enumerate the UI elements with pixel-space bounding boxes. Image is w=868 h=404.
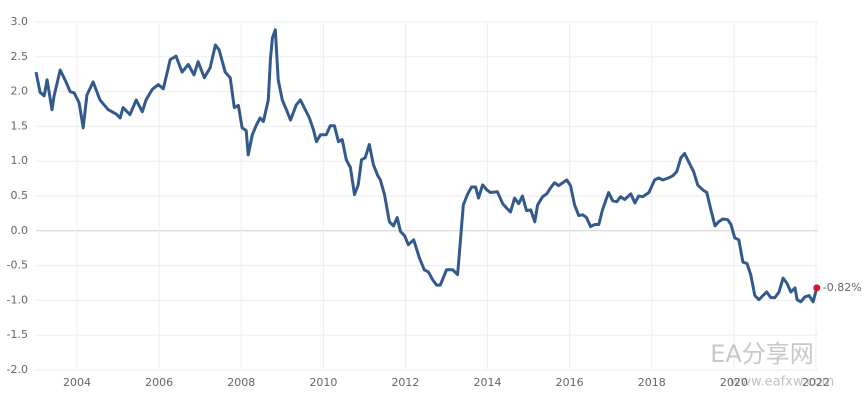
end-label: -0.82% [823,281,862,294]
x-tick-label: 2012 [391,376,419,389]
x-tick-label: 2006 [145,376,173,389]
y-tick-label: -2.0 [7,363,28,376]
x-tick-label: 2016 [556,376,584,389]
x-tick-label: 2022 [802,376,830,389]
x-tick-label: 2018 [638,376,666,389]
y-tick-label: 0.5 [11,189,29,202]
watermark-url: www.eafxw.com [730,375,834,390]
y-tick-label: 0.0 [11,224,29,237]
y-tick-label: 2.5 [11,50,29,63]
y-tick-label: -0.5 [7,259,28,272]
x-tick-label: 2020 [720,376,748,389]
y-tick-label: -1.5 [7,328,28,341]
x-tick-label: 2008 [227,376,255,389]
y-tick-label: -1.0 [7,293,28,306]
y-tick-label: 3.0 [11,15,29,28]
x-tick-label: 2014 [474,376,502,389]
y-tick-label: 1.5 [11,119,29,132]
end-point [813,284,821,292]
watermark-title: EA分享网 [710,340,814,368]
x-tick-label: 2010 [309,376,337,389]
line [34,28,819,304]
y-tick-label: 1.0 [11,154,29,167]
x-tick-label: 2004 [63,376,91,389]
y-tick-label: 2.0 [11,85,29,98]
